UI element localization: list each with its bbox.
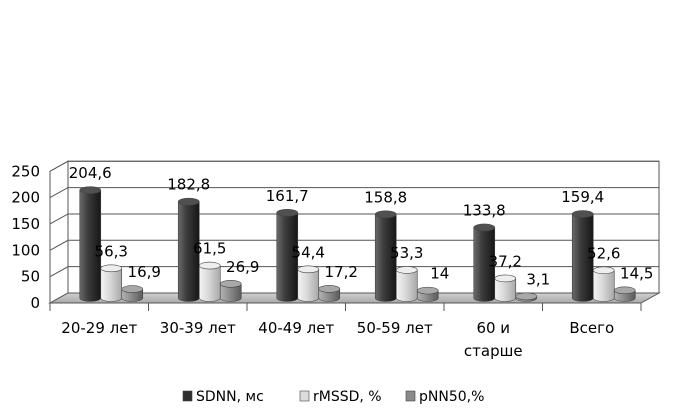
data-label: 161,7 [266, 187, 309, 205]
x-tick-label: 40-49 лет [258, 319, 334, 337]
bar [276, 208, 299, 302]
data-label: 133,8 [463, 201, 506, 219]
data-label: 158,8 [364, 188, 407, 206]
bar [198, 261, 221, 302]
gridlines [49, 160, 659, 278]
x-tick-label: 60 и старше [464, 319, 523, 360]
gridline [49, 187, 659, 199]
data-label: 53,3 [390, 244, 423, 262]
bar [613, 286, 636, 302]
data-label: 26,9 [226, 258, 259, 276]
legend-label: SDNN, мс [196, 389, 264, 405]
data-label: 16,9 [128, 263, 161, 281]
legend-swatch [405, 390, 416, 402]
data-label: 56,3 [95, 242, 128, 260]
side-wall [49, 160, 69, 304]
x-tick-label: 50-59 лет [357, 319, 433, 337]
bar [100, 264, 123, 302]
bar [416, 286, 439, 302]
x-tick-label: 20-29 лет [61, 319, 137, 337]
y-tick-label: 250 [11, 162, 40, 180]
plot-walls [49, 160, 660, 304]
bar [592, 266, 615, 302]
y-tick-label: 50 [21, 268, 40, 286]
legend: SDNN, мс rMSSD, % pNN50,% [182, 389, 484, 405]
y-tick-label: 0 [30, 294, 40, 312]
bar [473, 223, 496, 302]
legend-swatch [182, 390, 193, 402]
bars [79, 186, 636, 302]
gridline [49, 213, 659, 225]
data-label: 37,2 [489, 252, 522, 270]
data-label: 52,6 [587, 244, 620, 262]
x-axis-labels: 20-29 лет 30-39 лет 40-49 лет 50-59 лет 60 и… [49, 302, 642, 360]
y-tick-label: 150 [11, 215, 40, 233]
bar [121, 285, 144, 302]
y-tick-label: 200 [11, 189, 40, 207]
x-tick-label: Всего [569, 319, 614, 337]
legend-item: pNN50,% [405, 389, 484, 405]
legend-item: SDNN, мс [182, 389, 264, 405]
gridline [49, 160, 659, 172]
back-wall [67, 160, 660, 294]
legend-item: rMSSD, % [299, 389, 382, 405]
y-tick-label: 100 [11, 241, 40, 259]
bar [494, 274, 517, 302]
data-label: 17,2 [325, 263, 358, 281]
data-label: 182,8 [167, 176, 210, 194]
bar [297, 265, 320, 302]
data-label: 204,6 [69, 164, 112, 182]
x-tick-label: 30-39 лет [160, 319, 236, 337]
data-label: 61,5 [193, 240, 226, 258]
legend-label: pNN50,% [419, 389, 484, 405]
legend-swatch [299, 390, 310, 402]
gridline [49, 239, 659, 251]
data-label: 3,1 [526, 270, 550, 288]
y-axis-ticks: 0 50 100 150 200 250 [11, 162, 40, 312]
gridline [49, 266, 659, 278]
data-labels: 204,6 56,316,9 182,8 61,526,9 161,7 54,417,2 1… [69, 164, 654, 288]
bar [219, 280, 242, 302]
bar [395, 266, 418, 302]
legend-label: rMSSD, % [313, 389, 382, 405]
data-label: 54,4 [292, 243, 325, 261]
bar [571, 210, 594, 302]
data-label: 159,4 [561, 188, 604, 206]
bar [318, 285, 341, 302]
bar [515, 292, 538, 302]
data-label: 14 [430, 265, 449, 283]
bar [177, 197, 200, 302]
bar [79, 186, 102, 302]
data-label: 14,5 [620, 264, 653, 282]
